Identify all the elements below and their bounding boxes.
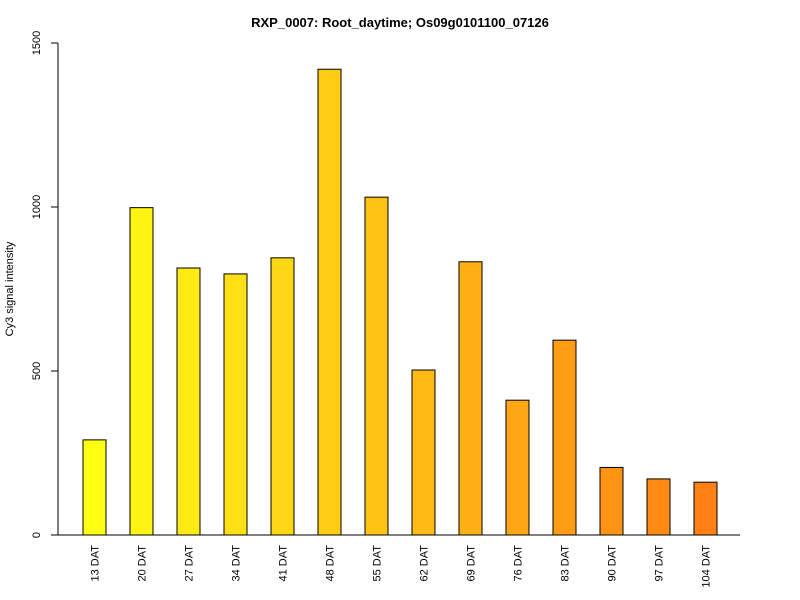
- x-axis-category-labels: 13 DAT 20 DAT 27 DAT 34 DAT 41 DAT 48 DAT 55 D…: [90, 545, 713, 588]
- y-axis-ticks: 0 500 1000 1500: [31, 31, 58, 538]
- bar: [693, 481, 718, 536]
- x-tick-label: 104 DAT: [701, 545, 713, 588]
- x-tick-label: 83 DAT: [560, 545, 572, 582]
- y-axis-label: Cy3 signal intensity: [4, 241, 16, 336]
- bar: [270, 257, 295, 536]
- y-tick-label: 500: [31, 362, 43, 380]
- bar: [364, 196, 389, 536]
- bar: [552, 339, 577, 536]
- x-tick-label: 48 DAT: [325, 545, 337, 582]
- bar: [82, 439, 107, 536]
- bar: [176, 267, 201, 536]
- x-tick-label: 55 DAT: [372, 545, 384, 582]
- y-tick-label: 1000: [31, 195, 43, 219]
- x-tick-label: 69 DAT: [466, 545, 478, 582]
- bar: [505, 399, 530, 536]
- bar: [317, 68, 342, 536]
- y-tick-label: 1500: [31, 31, 43, 55]
- x-tick-label: 90 DAT: [607, 545, 619, 582]
- x-tick-label: 20 DAT: [137, 545, 149, 582]
- bar: [458, 261, 483, 536]
- bar: [599, 466, 624, 536]
- bar: [646, 478, 671, 536]
- x-tick-label: 13 DAT: [90, 545, 102, 582]
- bar: [411, 369, 436, 536]
- x-tick-label: 27 DAT: [184, 545, 196, 582]
- y-tick-label: 0: [31, 532, 43, 538]
- bar: [223, 273, 248, 536]
- x-tick-label: 34 DAT: [231, 545, 243, 582]
- x-tick-label: 97 DAT: [654, 545, 666, 582]
- x-tick-label: 41 DAT: [278, 545, 290, 582]
- x-tick-label: 76 DAT: [513, 545, 525, 582]
- x-tick-label: 62 DAT: [419, 545, 431, 582]
- chart-title: RXP_0007: Root_daytime; Os09g0101100_071…: [251, 15, 549, 30]
- bars: [82, 68, 718, 536]
- bar: [129, 207, 154, 536]
